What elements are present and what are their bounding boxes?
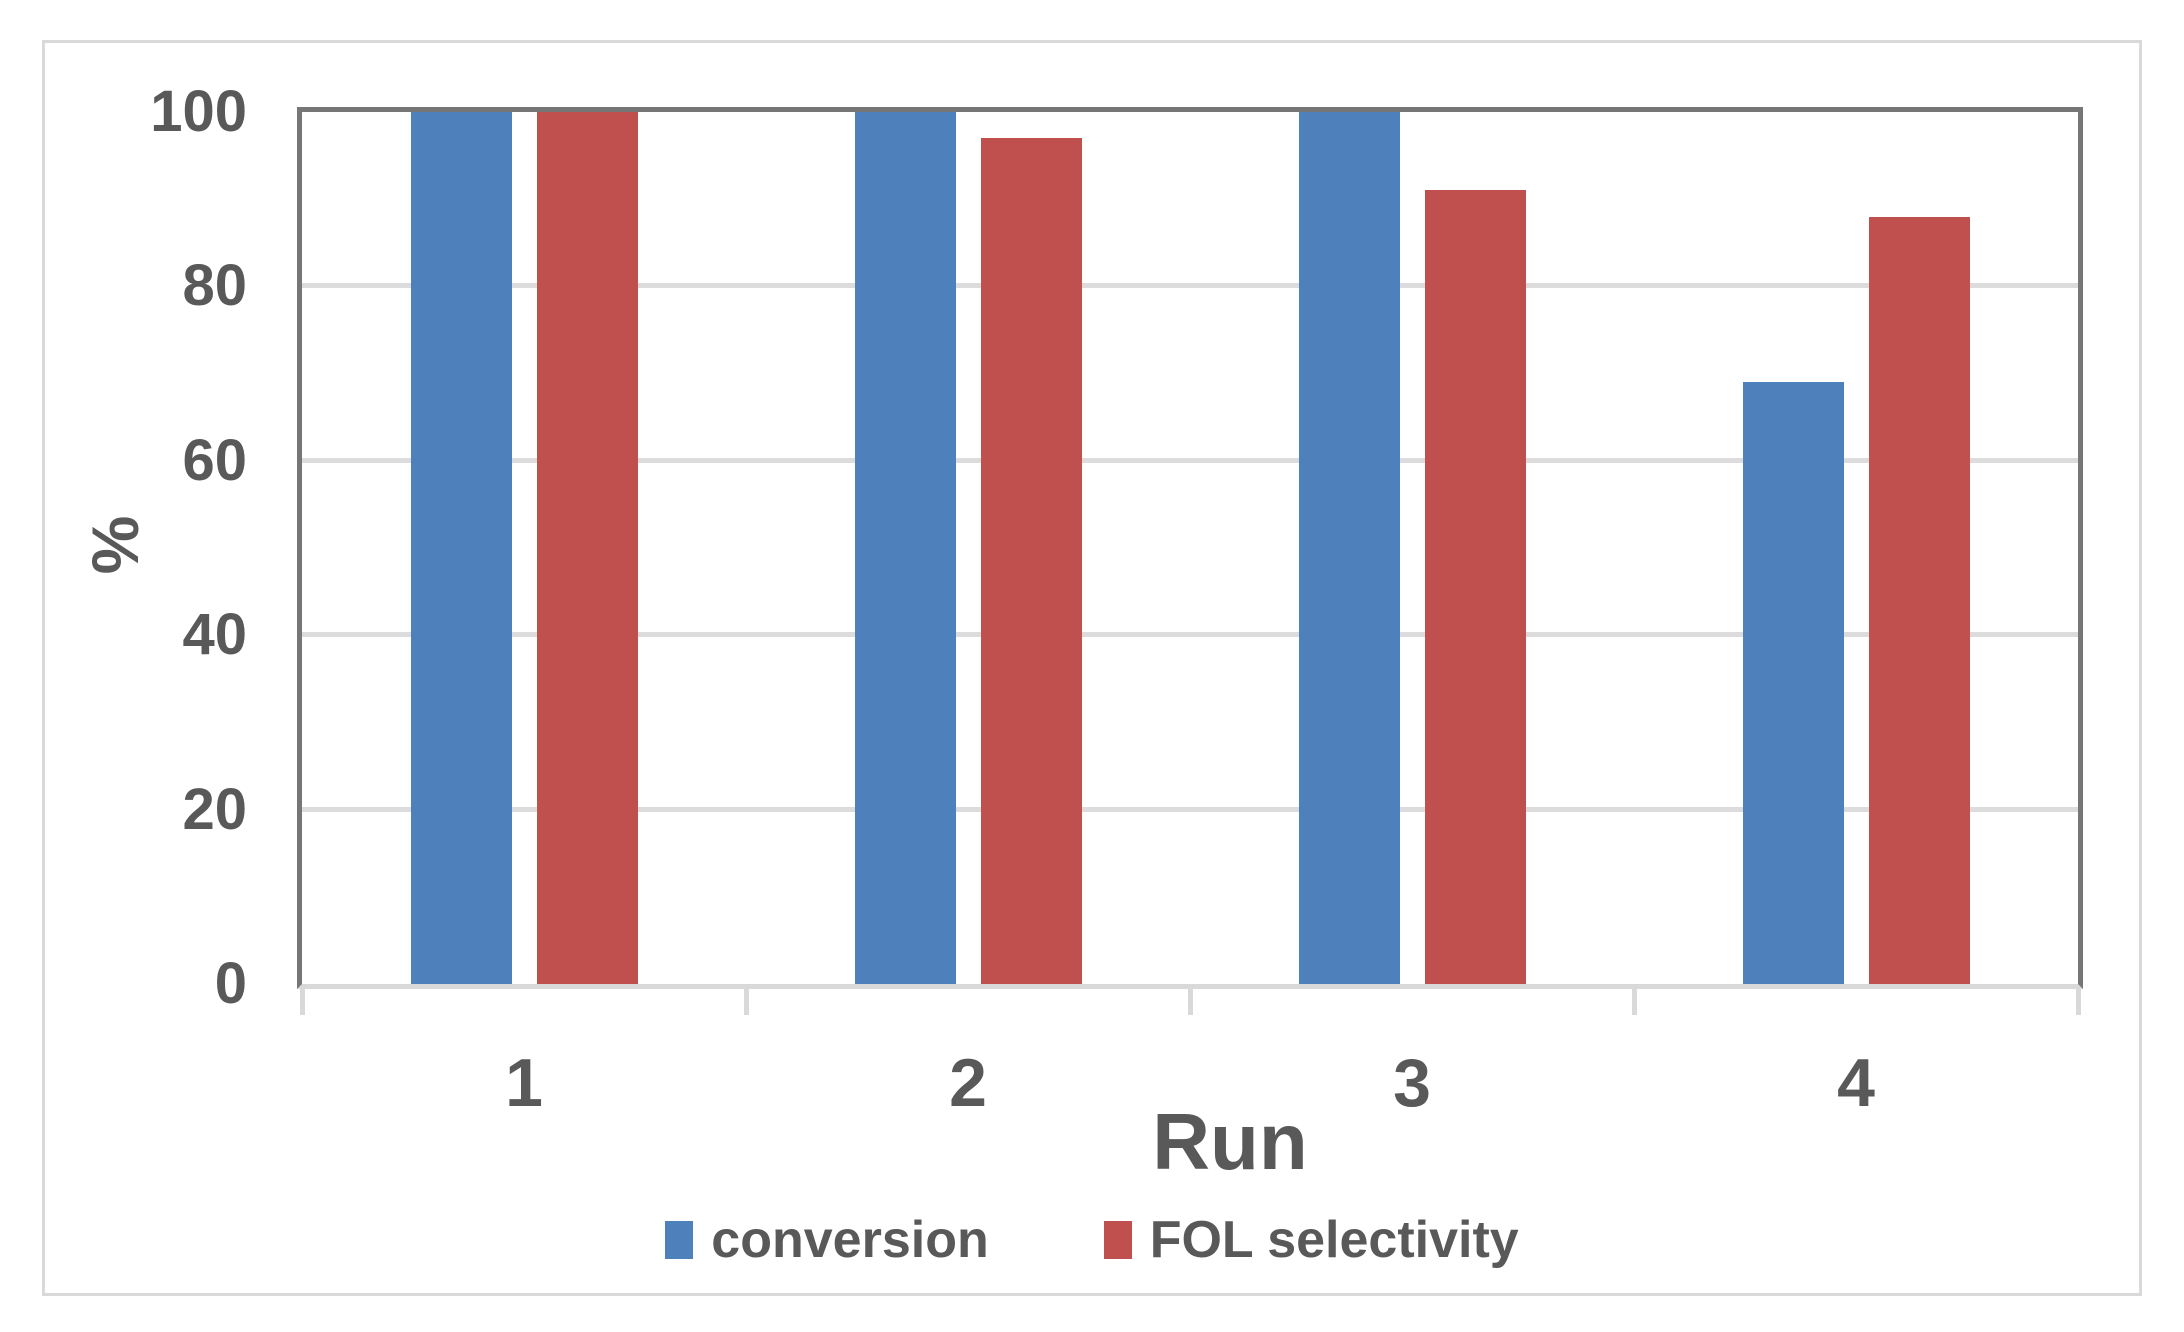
x-axis-tick (743, 989, 749, 1015)
bar-group-run-4 (1634, 112, 2078, 984)
x-axis-tick (299, 989, 305, 1015)
bar-fol-selectivity-run-3 (1424, 190, 1526, 984)
legend-label: conversion (711, 1211, 989, 1269)
bar-group-run-1 (302, 112, 746, 984)
y-tick-label-80: 80 (182, 253, 247, 319)
bar-conversion-run-1 (410, 112, 512, 984)
gridline-40 (302, 632, 2078, 638)
bar-fol-selectivity-run-1 (536, 112, 638, 984)
bar-conversion-run-3 (1298, 112, 1400, 984)
legend-item-conversion: conversion (665, 1211, 989, 1269)
category-label-2: 2 (949, 1045, 987, 1121)
y-tick-label-40: 40 (182, 602, 247, 668)
x-axis-tick (1187, 989, 1193, 1015)
y-tick-label-60: 60 (182, 427, 247, 493)
x-axis-tick (1631, 989, 1637, 1015)
y-tick-label-20: 20 (182, 776, 247, 842)
legend-label: FOL selectivity (1149, 1211, 1519, 1269)
category-label-1: 1 (505, 1045, 543, 1121)
plot-area (297, 107, 2083, 989)
gridline-60 (302, 457, 2078, 463)
bar-conversion-run-2 (854, 112, 956, 984)
gridline-20 (302, 806, 2078, 812)
gridline-80 (302, 283, 2078, 289)
bar-conversion-run-4 (1742, 382, 1844, 984)
bar-fol-selectivity-run-2 (980, 138, 1082, 984)
bar-group-run-2 (746, 112, 1190, 984)
y-tick-label-100: 100 (150, 79, 247, 144)
legend-marker-icon (665, 1221, 694, 1259)
legend: conversion FOL selectivity (0, 1214, 2184, 1266)
x-axis-title: Run (1152, 1097, 1308, 1186)
bar-fol-selectivity-run-4 (1868, 216, 1970, 984)
y-axis-title: % (78, 515, 152, 575)
plot-inner (302, 112, 2078, 984)
category-label-4: 4 (1837, 1045, 1875, 1121)
bar-group-run-3 (1190, 112, 1634, 984)
y-tick-label-0: 0 (214, 951, 247, 1016)
legend-marker-icon (1103, 1221, 1132, 1259)
x-axis-tick (2075, 989, 2081, 1015)
category-label-3: 3 (1393, 1045, 1431, 1121)
legend-item-fol-selectivity: FOL selectivity (1103, 1211, 1519, 1269)
